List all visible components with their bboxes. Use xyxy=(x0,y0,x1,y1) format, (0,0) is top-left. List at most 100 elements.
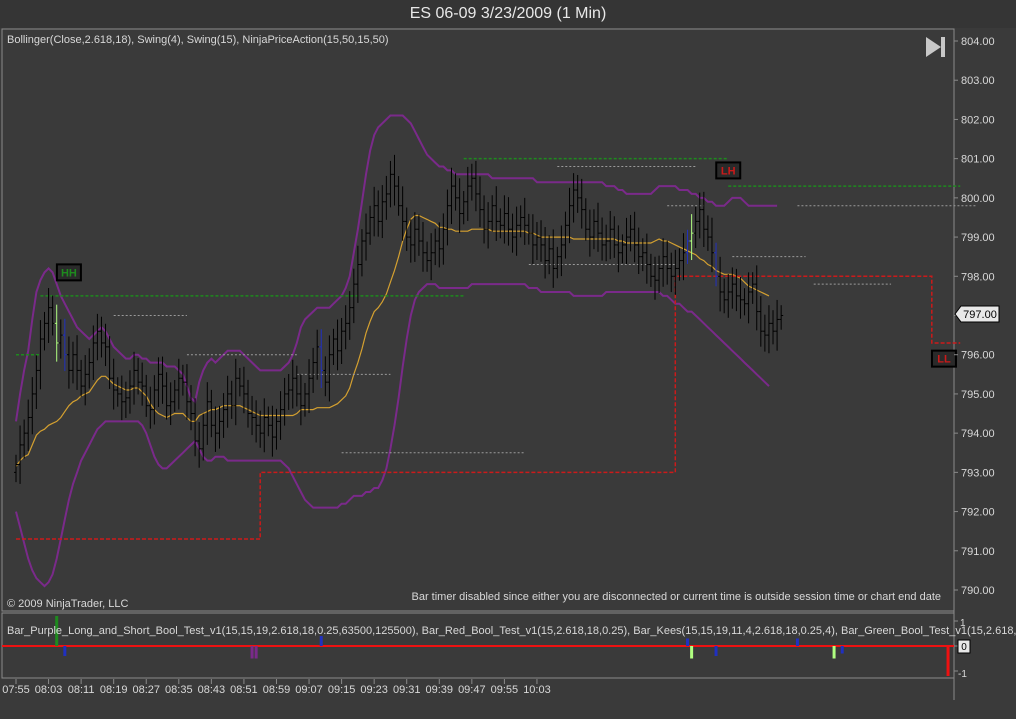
ohlc-bar xyxy=(38,320,43,390)
price-tick-label: 795.00 xyxy=(961,389,995,401)
ohlc-bar xyxy=(103,323,108,367)
ohlc-bar xyxy=(705,215,710,251)
swing-markers: HH LH LL xyxy=(55,161,957,368)
bollinger-lower-band xyxy=(15,283,770,588)
ohlc-bar xyxy=(661,238,666,287)
ohlc-bar xyxy=(445,189,450,246)
ohlc-bar xyxy=(425,241,430,272)
ohlc-bar xyxy=(270,405,275,457)
ohlc-bar xyxy=(172,379,177,412)
ohlc-bar xyxy=(75,335,80,390)
ohlc-bar xyxy=(298,374,303,426)
skip-to-end-icon[interactable] xyxy=(926,37,945,57)
ohlc-bar xyxy=(286,374,291,410)
ohlc-bar xyxy=(91,325,96,381)
ohlc-bar xyxy=(376,190,381,237)
ohlc-bar xyxy=(241,366,246,414)
ohlc-bar xyxy=(616,225,621,273)
ohlc-bar xyxy=(294,365,299,407)
ohlc-bar xyxy=(217,405,222,449)
ohlc-bars xyxy=(14,154,784,484)
price-tick-label: 803.00 xyxy=(961,75,995,87)
ohlc-bar xyxy=(148,386,153,429)
ohlc-bar xyxy=(115,377,120,407)
swing-marker-hh: HH xyxy=(55,263,82,282)
price-panel[interactable] xyxy=(1,28,955,612)
time-tick-label: 08:51 xyxy=(230,684,258,696)
ohlc-bar xyxy=(632,211,637,263)
ohlc-bar xyxy=(514,206,519,256)
ohlc-bar xyxy=(758,296,763,347)
time-tick-label: 08:19 xyxy=(100,684,128,696)
ohlc-bar xyxy=(168,382,173,426)
swing-marker-lh: LH xyxy=(715,161,742,180)
price-tick-label: 798.00 xyxy=(961,271,995,283)
ohlc-bar xyxy=(742,288,747,316)
ohlc-bar xyxy=(351,268,356,324)
price-tick-label: 804.00 xyxy=(961,36,995,48)
ohlc-bar xyxy=(26,399,31,452)
ohlc-bar xyxy=(543,227,548,279)
ohlc-bar xyxy=(79,359,84,397)
ohlc-bar xyxy=(176,358,181,410)
ohlc-bar xyxy=(184,364,189,420)
ohlc-bar xyxy=(254,400,259,443)
ohlc-bar xyxy=(278,391,283,440)
ohlc-bar xyxy=(591,209,596,250)
ohlc-bar xyxy=(34,355,39,409)
indicator-zero-label: 0 xyxy=(961,642,967,653)
ohlc-bar xyxy=(730,267,735,309)
price-tick-label: 793.00 xyxy=(961,467,995,479)
time-tick-label: 08:27 xyxy=(132,684,160,696)
ohlc-bar xyxy=(746,272,751,324)
ohlc-bar xyxy=(506,197,511,246)
price-tick-label: 794.00 xyxy=(961,428,995,440)
ohlc-bar xyxy=(762,314,767,352)
ohlc-bar xyxy=(189,385,194,431)
ohlc-bar xyxy=(628,214,633,252)
swing-marker-label: HH xyxy=(61,267,77,279)
ohlc-bar xyxy=(583,198,588,241)
ohlc-bar xyxy=(201,413,206,461)
ohlc-bar xyxy=(469,163,474,201)
ohlc-bar xyxy=(408,219,413,263)
ohlc-bar xyxy=(689,214,694,261)
ohlc-bar xyxy=(164,372,169,420)
swing-marker-box xyxy=(55,263,82,282)
ohlc-bar xyxy=(555,246,560,279)
time-tick-label: 09:23 xyxy=(360,684,388,696)
ohlc-bar xyxy=(477,176,482,228)
ohlc-bar xyxy=(779,305,784,330)
last-price-value: 797.00 xyxy=(963,309,997,321)
ohlc-bar xyxy=(364,213,369,261)
ohlc-bar xyxy=(657,255,662,294)
ohlc-bar xyxy=(46,288,51,343)
ohlc-bar xyxy=(624,217,629,265)
ohlc-bar xyxy=(302,382,307,417)
ohlc-bar xyxy=(433,228,438,266)
ohlc-bar xyxy=(608,210,613,260)
ohlc-bar xyxy=(612,216,617,258)
indicators-label: Bollinger(Close,2.618,18), Swing(4), Swi… xyxy=(7,34,389,46)
bollinger-bands xyxy=(15,114,778,588)
ohlc-bar xyxy=(132,351,137,405)
ohlc-bar xyxy=(490,195,495,232)
ohlc-bar xyxy=(258,410,263,448)
ohlc-bar xyxy=(156,357,161,408)
price-tick-label: 801.00 xyxy=(961,154,995,166)
ohlc-bar xyxy=(400,186,405,241)
ohlc-bar xyxy=(136,358,141,395)
ohlc-bar xyxy=(530,214,535,264)
indicator-zero-badge: 0 xyxy=(957,639,971,654)
ohlc-bar xyxy=(99,316,104,358)
ohlc-bar xyxy=(225,375,230,428)
ohlc-bar xyxy=(180,364,185,396)
time-tick-label: 09:31 xyxy=(393,684,421,696)
time-tick-label: 09:15 xyxy=(328,684,356,696)
indicator-signals xyxy=(2,616,958,676)
ohlc-bar xyxy=(384,175,389,220)
time-tick-label: 08:59 xyxy=(263,684,291,696)
ohlc-bar xyxy=(327,335,332,402)
ohlc-bar xyxy=(213,406,218,452)
